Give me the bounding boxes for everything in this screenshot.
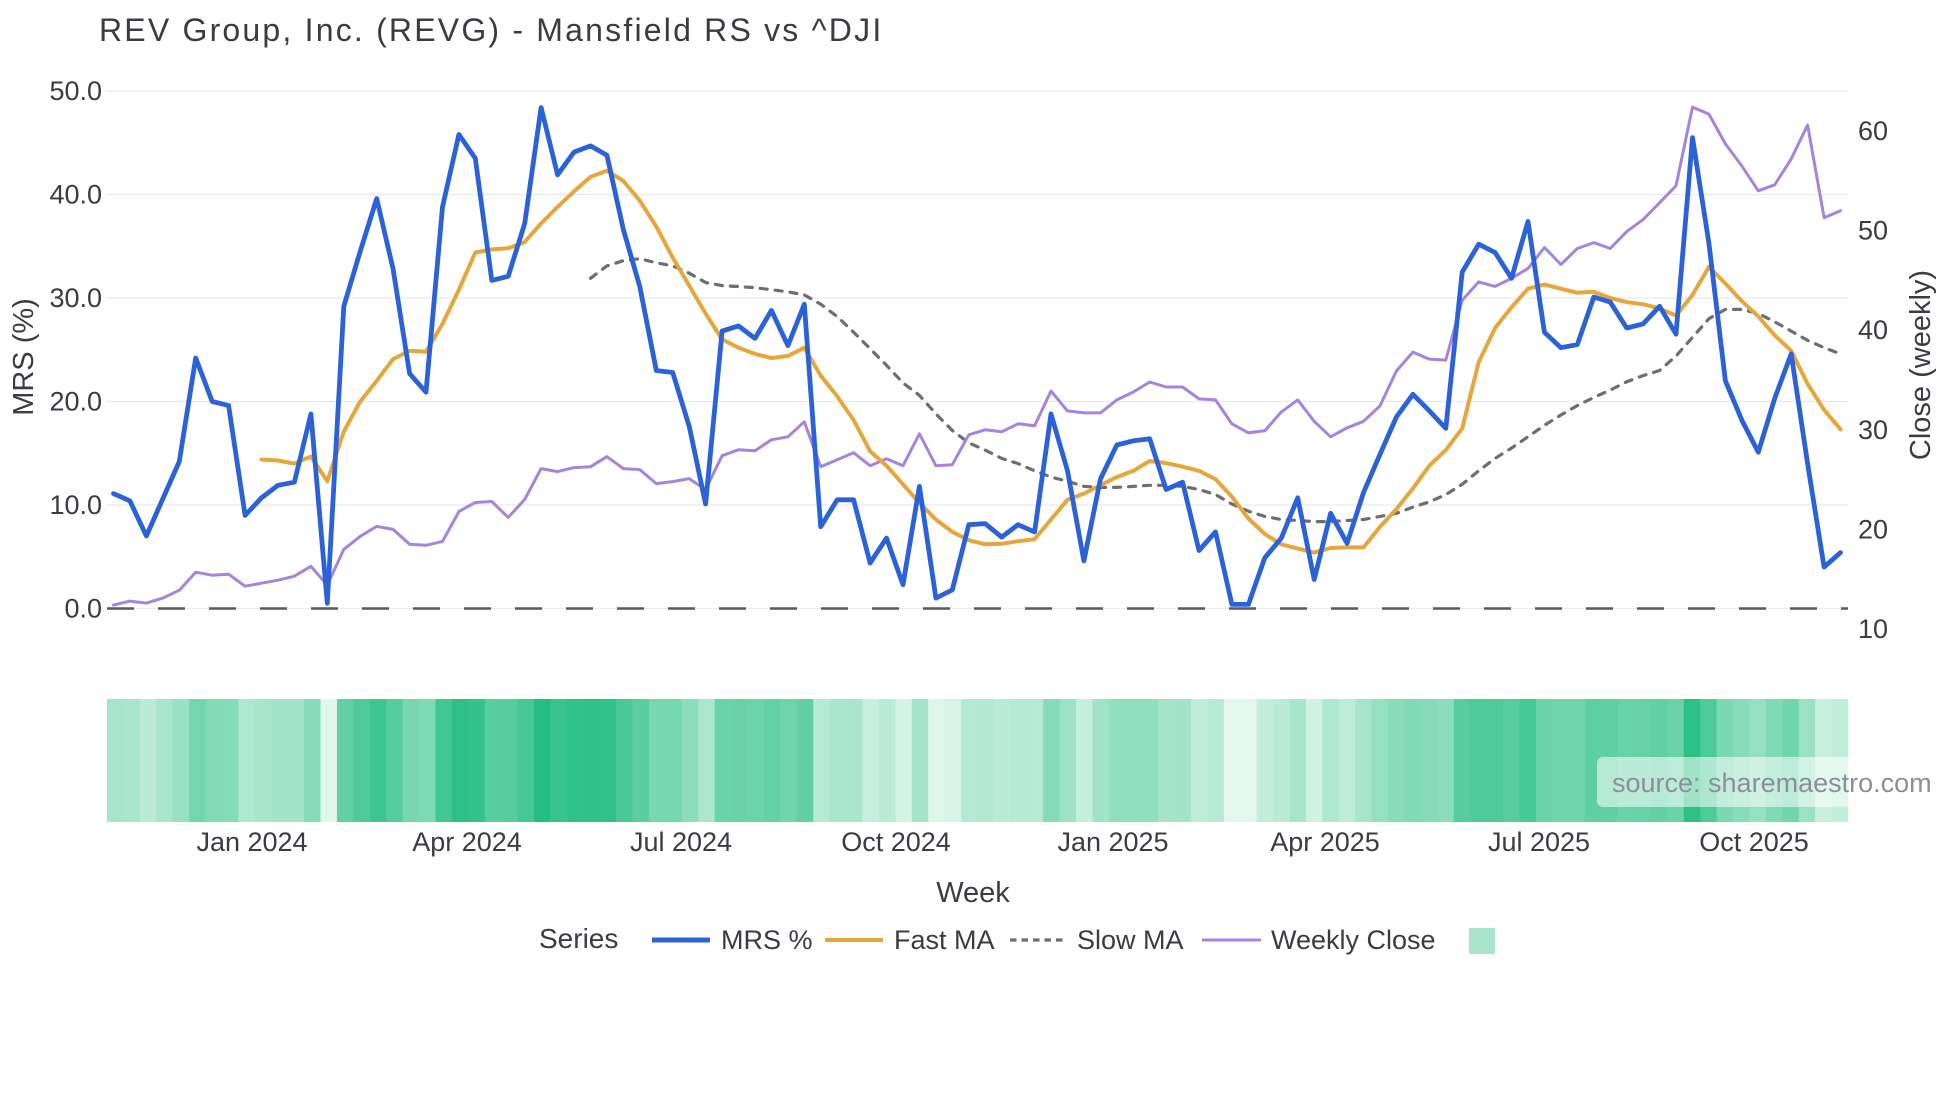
svg-text:Jul 2024: Jul 2024 [630, 827, 732, 857]
svg-text:30.0: 30.0 [49, 283, 102, 313]
svg-text:Apr 2025: Apr 2025 [1270, 827, 1380, 857]
svg-text:60: 60 [1858, 116, 1888, 146]
svg-text:REV Group, Inc. (REVG) - Mansf: REV Group, Inc. (REVG) - Mansfield RS vs… [99, 12, 883, 48]
svg-text:Close (weekly): Close (weekly) [1905, 270, 1937, 460]
svg-text:10.0: 10.0 [49, 490, 102, 520]
svg-text:20: 20 [1858, 514, 1888, 544]
svg-text:30: 30 [1858, 415, 1888, 445]
svg-text:0.0: 0.0 [64, 594, 102, 624]
svg-text:10: 10 [1858, 614, 1888, 644]
svg-text:MRS (%): MRS (%) [8, 298, 40, 416]
svg-text:Slow MA: Slow MA [1077, 925, 1184, 955]
svg-text:Weekly Close: Weekly Close [1271, 925, 1436, 955]
svg-text:40.0: 40.0 [49, 180, 102, 210]
svg-text:Fast MA: Fast MA [894, 925, 995, 955]
svg-text:Week: Week [936, 877, 1010, 909]
svg-text:Apr 2024: Apr 2024 [412, 827, 522, 857]
svg-text:Series: Series [539, 923, 618, 954]
svg-text:Jul 2025: Jul 2025 [1488, 827, 1590, 857]
svg-text:MRS %: MRS % [721, 925, 813, 955]
svg-text:40: 40 [1858, 315, 1888, 345]
svg-text:source: sharemaestro.com: source: sharemaestro.com [1612, 768, 1932, 798]
svg-text:Oct 2025: Oct 2025 [1699, 827, 1809, 857]
svg-text:50.0: 50.0 [49, 76, 102, 106]
svg-text:20.0: 20.0 [49, 387, 102, 417]
svg-text:50: 50 [1858, 216, 1888, 246]
svg-text:Jan 2024: Jan 2024 [196, 827, 307, 857]
svg-text:Jan 2025: Jan 2025 [1057, 827, 1168, 857]
svg-text:Oct 2024: Oct 2024 [841, 827, 951, 857]
